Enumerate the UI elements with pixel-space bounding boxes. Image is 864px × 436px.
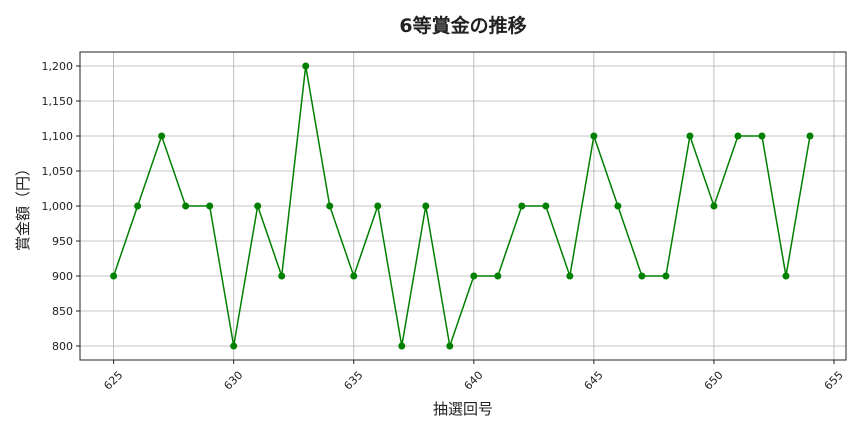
y-axis-label: 賞金額（円） [14,161,32,251]
data-point [422,202,430,210]
data-point [302,62,310,70]
y-tick-label: 1,050 [42,165,74,178]
data-point [470,272,478,280]
x-axis-label: 抽選回号 [433,400,493,418]
x-tick-label: 635 [341,369,365,393]
y-tick-label: 1,200 [42,60,74,73]
data-point [734,132,742,140]
x-tick-label: 640 [462,369,486,393]
data-point [758,132,766,140]
x-tick-label: 655 [822,369,846,393]
x-axis: 625 630 635 640 645 650 655 [101,360,846,393]
data-point [662,272,670,280]
y-tick-label: 1,150 [42,95,74,108]
data-point [350,272,358,280]
series-line [112,65,811,347]
data-point [518,202,526,210]
data-point [134,202,142,210]
data-point [278,272,286,280]
data-point [158,132,166,140]
data-point [710,202,718,210]
data-point [182,202,190,210]
y-axis: 800 850 900 950 1,000 1,050 1,100 1,150 1,200 [42,60,80,353]
x-tick-label: 630 [221,369,245,393]
series [110,62,814,350]
data-point [542,202,550,210]
y-tick-label: 800 [52,340,73,353]
data-point [806,132,814,140]
data-point [374,202,382,210]
data-point [446,342,454,350]
y-tick-label: 850 [52,305,73,318]
data-point [566,272,574,280]
data-point [638,272,646,280]
data-point [326,202,334,210]
data-point [590,132,598,140]
data-point [230,342,238,350]
y-tick-label: 1,100 [42,130,74,143]
data-point [206,202,214,210]
data-point [398,342,406,350]
x-tick-label: 625 [101,369,125,393]
y-tick-label: 900 [52,270,73,283]
y-tick-label: 1,000 [42,200,74,213]
x-tick-label: 650 [702,369,726,393]
y-tick-label: 950 [52,235,73,248]
data-point [494,272,502,280]
data-point [110,272,118,280]
data-point [782,272,790,280]
data-point [686,132,694,140]
data-point [254,202,262,210]
chart-title: 6等賞金の推移 [399,14,526,37]
x-tick-label: 645 [582,369,606,393]
data-point [614,202,622,210]
